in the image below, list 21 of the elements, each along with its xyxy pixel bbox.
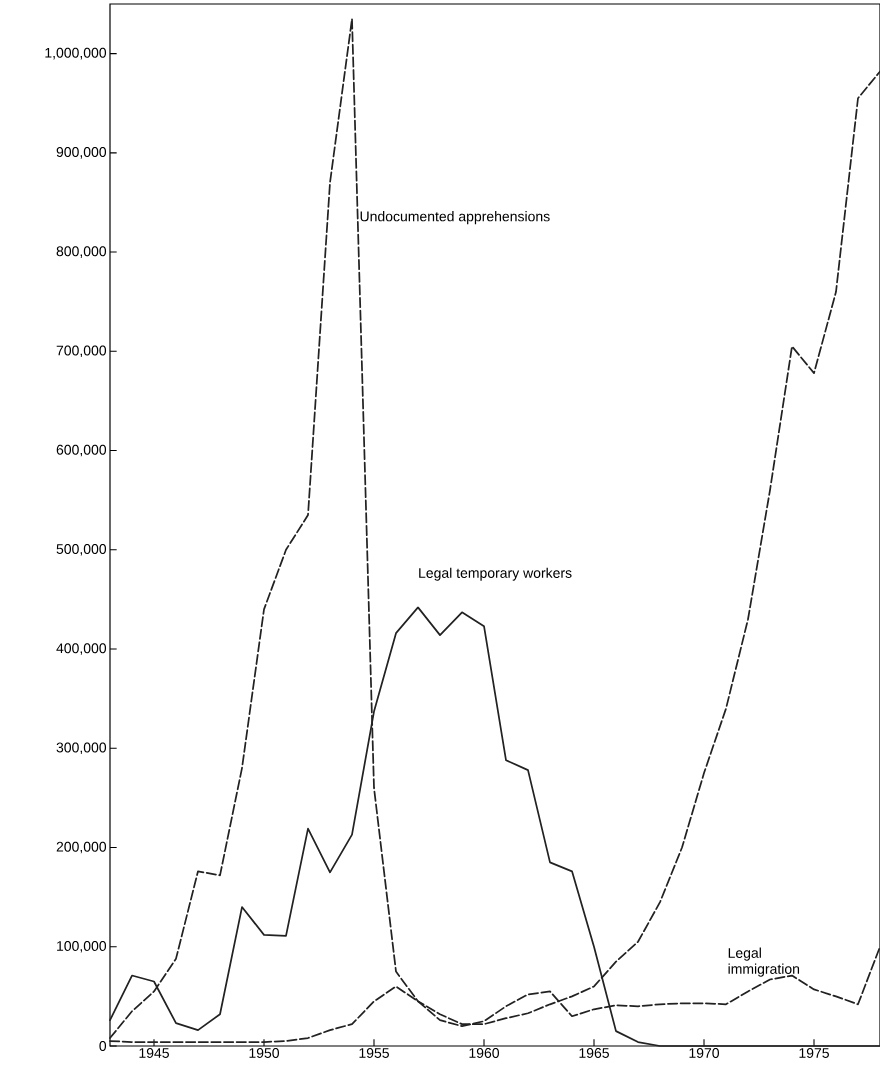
- x-tick-label: 1945: [139, 1048, 169, 1058]
- x-tick-label: 1965: [579, 1048, 609, 1058]
- x-tick-label: 1955: [359, 1048, 389, 1058]
- y-tick-label: 200,000: [56, 841, 107, 854]
- y-tick-label: 300,000: [56, 742, 107, 755]
- series-label: Undocumented apprehensions: [360, 211, 550, 225]
- y-tick-label: 1,000,000: [45, 47, 107, 60]
- x-tick-label: 1960: [469, 1048, 500, 1058]
- y-tick-label: 0: [99, 1041, 107, 1051]
- x-tick-label: 1950: [249, 1048, 280, 1058]
- y-tick-label: 400,000: [56, 643, 107, 655]
- series-label: Legal immigration: [728, 947, 800, 977]
- y-tick-label: 600,000: [56, 444, 107, 457]
- y-tick-label: 100,000: [57, 940, 107, 953]
- series-label: Legal temporary workers: [419, 567, 572, 581]
- x-tick-label: 1970: [689, 1048, 720, 1058]
- y-tick-label: 700,000: [56, 345, 107, 358]
- x-tick-label: 1975: [799, 1048, 829, 1058]
- y-tick-label: 900,000: [56, 147, 107, 159]
- y-tick-label: 500,000: [56, 544, 107, 556]
- y-tick-label: 800,000: [56, 246, 107, 258]
